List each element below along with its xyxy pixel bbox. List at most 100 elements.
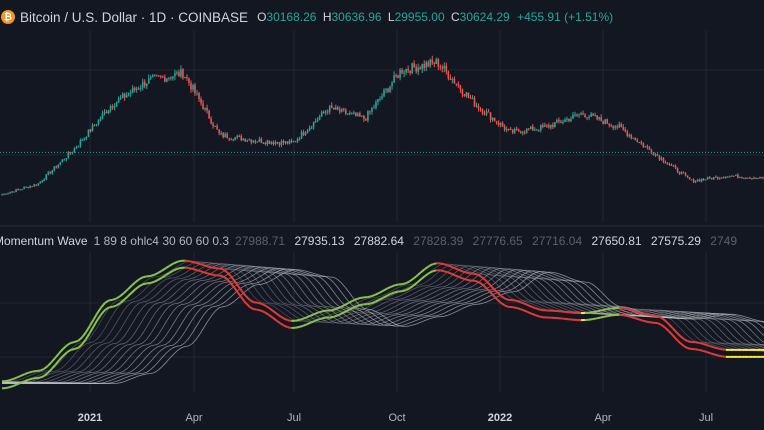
wave-segment xyxy=(359,303,365,306)
candle-body xyxy=(345,109,347,114)
x-axis-label: Jul xyxy=(287,412,301,424)
candle-body xyxy=(234,137,237,140)
wave-segment xyxy=(39,375,45,379)
wave-segment xyxy=(352,298,357,302)
wave-segment xyxy=(630,315,635,319)
indicator-value: 27716.04 xyxy=(532,234,583,248)
wave-segment xyxy=(485,286,491,293)
candle-body xyxy=(616,126,619,128)
candle-body xyxy=(487,111,490,113)
candle-body xyxy=(614,126,617,128)
wave-segment xyxy=(188,260,193,263)
indicator-value: 27828.39 xyxy=(413,234,464,248)
candle-body xyxy=(133,87,136,90)
wave-segment xyxy=(13,376,18,380)
wave-segment xyxy=(596,309,601,313)
candle-body xyxy=(109,106,112,111)
candle-body xyxy=(433,62,436,64)
candle-body xyxy=(342,108,345,110)
wave-segment xyxy=(298,317,304,321)
candle-body xyxy=(216,125,218,130)
wave-segment xyxy=(16,374,22,379)
wave-segment xyxy=(390,291,395,295)
indicator-value: 27988.71 xyxy=(235,234,286,248)
candle-body xyxy=(113,106,116,108)
high-value: 30636.96 xyxy=(331,10,382,24)
wave-segment xyxy=(134,278,140,284)
wave-segment xyxy=(516,299,521,303)
wave-segment xyxy=(317,317,323,321)
candle-body xyxy=(137,88,140,90)
candle-body xyxy=(198,93,200,99)
indicator-value: 27575.29 xyxy=(650,234,701,248)
candle-body xyxy=(27,186,29,188)
wave-segment xyxy=(260,302,266,307)
indicator-name[interactable]: Momentum Wave xyxy=(0,234,88,248)
candle-body xyxy=(21,189,23,191)
candle-body xyxy=(678,171,681,175)
candle-body xyxy=(355,112,357,116)
wave-segment xyxy=(466,271,471,275)
wave-segment xyxy=(698,341,704,345)
indicator-legend[interactable]: Momentum Wave 1 89 8 ohlc4 30 60 60 0.3 … xyxy=(0,233,737,249)
wave-segment xyxy=(462,270,468,274)
candle-body xyxy=(224,133,226,138)
wave-segment xyxy=(344,308,350,313)
candle-body xyxy=(210,118,212,124)
candle-body xyxy=(552,124,554,127)
candle-body xyxy=(445,65,448,72)
candle-body xyxy=(387,88,389,92)
candle-body xyxy=(481,109,484,114)
wave-segment xyxy=(287,319,292,322)
wave-segment xyxy=(664,319,670,325)
candle-body xyxy=(276,142,279,144)
ribbon-line xyxy=(2,266,764,384)
candle-body xyxy=(334,107,337,110)
candle-body xyxy=(274,142,277,144)
wave-segment xyxy=(28,370,33,374)
candle-body xyxy=(308,127,311,131)
wave-segment xyxy=(645,320,650,324)
candle-body xyxy=(184,76,186,78)
wave-segment xyxy=(138,283,144,288)
symbol-title[interactable]: Bitcoin / U.S. Dollar · 1D · COINBASE xyxy=(20,9,249,25)
wave-segment xyxy=(157,276,163,281)
candle-body xyxy=(706,177,709,180)
candle-body xyxy=(519,131,522,134)
candle-body xyxy=(39,181,42,184)
candle-body xyxy=(349,112,351,114)
candle-body xyxy=(521,132,524,134)
wave-segment xyxy=(188,267,193,270)
candle-body xyxy=(322,111,325,113)
candle-body xyxy=(576,114,578,116)
ribbon-line xyxy=(2,264,764,383)
candle-body xyxy=(642,143,645,147)
candle-body xyxy=(606,119,608,124)
candle-body xyxy=(230,139,233,141)
wave-segment xyxy=(84,332,91,340)
wave-segment xyxy=(695,348,700,351)
wave-segment xyxy=(153,271,159,276)
candle-body xyxy=(401,69,403,74)
wave-segment xyxy=(394,283,399,287)
candle-body xyxy=(515,128,518,130)
candle-body xyxy=(546,125,548,127)
wave-segment xyxy=(130,281,137,287)
candle-body xyxy=(5,193,7,195)
candle-body xyxy=(314,121,317,123)
ribbon-line xyxy=(2,268,764,384)
wave-segment xyxy=(706,344,711,348)
wave-segment xyxy=(306,321,312,326)
candle-body xyxy=(383,90,385,97)
candle-body xyxy=(676,167,679,172)
wave-segment xyxy=(207,265,212,269)
wave-segment xyxy=(416,271,422,277)
candle-body xyxy=(759,176,761,179)
wave-segment xyxy=(20,380,26,384)
wave-segment xyxy=(134,285,140,291)
candle-body xyxy=(385,88,387,91)
candle-body xyxy=(375,102,377,108)
candle-body xyxy=(737,174,739,178)
candle-body xyxy=(409,70,411,74)
